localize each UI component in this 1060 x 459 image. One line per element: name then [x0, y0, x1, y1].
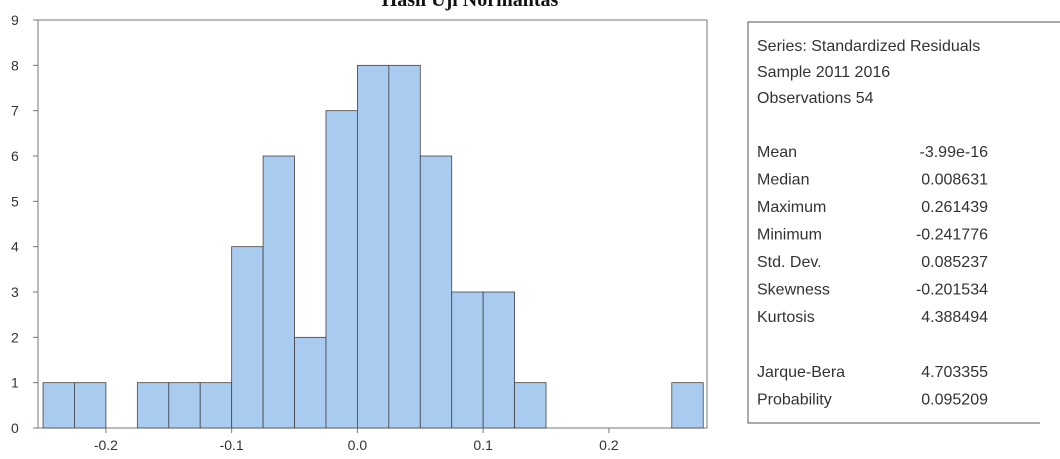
bar: [671, 382, 704, 429]
bar: [262, 155, 295, 429]
y-tick-label: 6: [11, 148, 19, 164]
bar: [294, 336, 327, 429]
stat-label: Maximum: [757, 199, 826, 216]
y-tick-label: 2: [11, 329, 19, 345]
bar: [168, 382, 201, 429]
bar: [388, 64, 421, 429]
x-tick-label: -0.1: [220, 437, 244, 453]
bar: [419, 155, 453, 429]
stat-value: 0.261439: [921, 199, 988, 216]
stat-value: 4.388494: [921, 309, 988, 326]
stat-value: -0.201534: [916, 282, 988, 299]
stats-header: Series: Standardized Residuals: [757, 38, 980, 55]
y-tick-label: 0: [11, 420, 19, 436]
stat-value: 4.703355: [921, 364, 988, 381]
stat-label: Jarque-Bera: [757, 364, 845, 381]
chart-title: Hasil Uji Normalitas: [382, 0, 559, 11]
stats-box: [747, 21, 1060, 424]
x-tick-label: 0.2: [599, 437, 619, 453]
bar: [482, 291, 515, 429]
x-tick-label: -0.2: [94, 437, 118, 453]
y-tick-label: 8: [11, 57, 19, 73]
stats-header: Sample 2011 2016: [757, 64, 890, 81]
stat-value: -0.241776: [916, 227, 988, 244]
bar: [451, 291, 484, 429]
bar: [42, 382, 75, 429]
y-tick-label: 7: [11, 103, 19, 119]
bar: [357, 64, 390, 429]
stat-label: Mean: [757, 144, 797, 161]
stat-label: Kurtosis: [757, 309, 815, 326]
bar: [514, 382, 547, 429]
stat-label: Std. Dev.: [757, 254, 822, 271]
stat-label: Median: [757, 172, 809, 189]
y-tick-label: 3: [11, 284, 19, 300]
y-tick-label: 5: [11, 193, 19, 209]
y-tick-label: 9: [11, 12, 19, 28]
stat-value: 0.008631: [921, 172, 988, 189]
bar: [136, 382, 170, 429]
stat-label: Minimum: [757, 227, 822, 244]
y-tick-label: 4: [11, 239, 19, 255]
stat-value: 0.085237: [921, 254, 988, 271]
stat-label: Probability: [757, 392, 832, 409]
x-tick-label: 0.1: [473, 437, 493, 453]
bar: [199, 382, 233, 429]
stat-value: -3.99e-16: [920, 144, 989, 161]
y-tick-label: 1: [11, 375, 19, 391]
x-tick-label: 0.0: [348, 437, 368, 453]
bar: [231, 246, 264, 429]
bar: [325, 110, 358, 429]
stat-label: Skewness: [757, 282, 830, 299]
bar: [74, 382, 107, 429]
stat-value: 0.095209: [921, 392, 988, 409]
stats-header: Observations 54: [757, 90, 874, 107]
